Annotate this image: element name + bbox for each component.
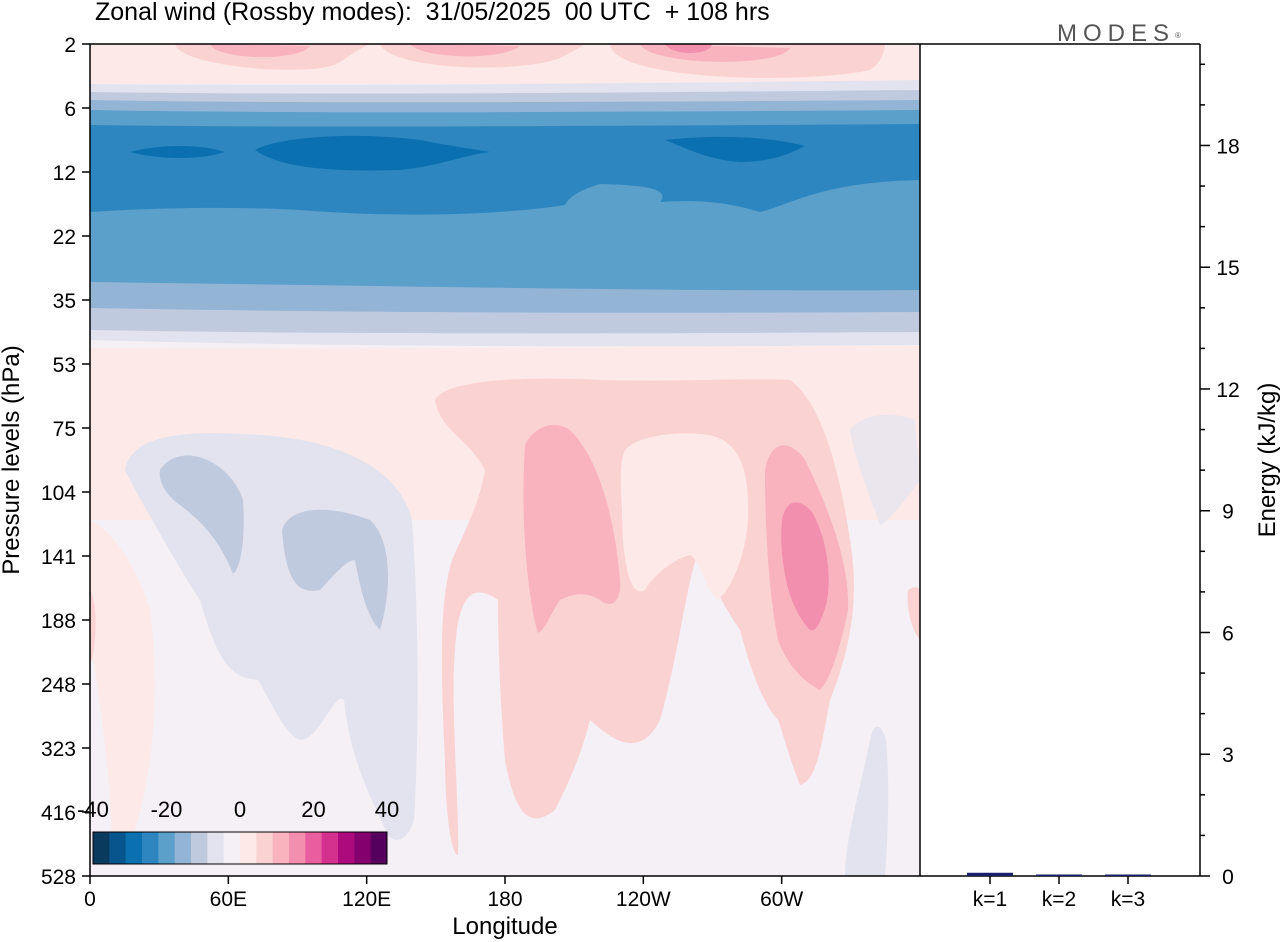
colorbar-tick-label: 40 xyxy=(375,797,399,822)
brand-logo: MODES® xyxy=(1057,20,1181,48)
contour-jet-core-2 xyxy=(255,135,490,171)
energy-axis-label: Energy (kJ/kg) xyxy=(1254,383,1280,538)
x-tick-label: 0 xyxy=(84,888,96,911)
colorbar-cell xyxy=(191,832,208,864)
colorbar-cell xyxy=(125,832,143,864)
contour-positive-mid-1 xyxy=(523,425,621,633)
colorbar-tick-label: 0 xyxy=(234,797,246,822)
colorbar-cell xyxy=(289,832,306,864)
colorbar-cell xyxy=(272,832,290,864)
colorbar-tick-label: -20 xyxy=(151,797,183,822)
energy-bar xyxy=(1036,874,1082,876)
energy-y-tick-label: 18 xyxy=(1216,135,1239,158)
colorbar-tick-label: -40 xyxy=(77,797,109,822)
colorbar-cell xyxy=(354,832,372,864)
energy-x-tick-label: k=1 xyxy=(973,888,1007,911)
y-axis: 2 6 12 22 35 53 75 104 141 188 248 323 416 528 xyxy=(41,34,90,889)
energy-y-tick-label: 0 xyxy=(1222,866,1234,889)
contour-top-pink-2 xyxy=(210,44,310,58)
colorbar-cell xyxy=(142,832,159,864)
y-tick-label: 53 xyxy=(53,354,76,377)
colorbar: -40 -20 0 20 40 xyxy=(77,797,399,865)
colorbar-cell xyxy=(321,832,339,864)
x-tick-label: 120W xyxy=(616,888,671,911)
colorbar-frame xyxy=(92,831,388,865)
colorbar-cell xyxy=(370,832,388,864)
energy-bars xyxy=(967,872,1151,876)
contour-positive-white-gap xyxy=(620,433,749,600)
y-tick-label: 22 xyxy=(53,226,76,249)
colorbar-cells xyxy=(93,832,388,864)
x-axis: 0 60E 120E 180 120W 60W xyxy=(84,876,803,911)
colorbar-cell xyxy=(256,832,274,864)
y-tick-label: 104 xyxy=(41,482,76,505)
y-tick-label: 12 xyxy=(53,162,76,185)
y-tick-label: 248 xyxy=(41,674,76,697)
energy-y-tick-label: 9 xyxy=(1222,501,1234,524)
y-tick-label: 6 xyxy=(64,98,76,121)
x-axis-label: Longitude xyxy=(452,913,557,940)
colorbar-cell xyxy=(174,832,192,864)
x-tick-label: 60W xyxy=(760,888,803,911)
y-tick-label: 35 xyxy=(53,290,76,313)
energy-y-tick-label: 3 xyxy=(1222,744,1234,767)
contour-left-pink-strip xyxy=(90,520,155,846)
colorbar-cell xyxy=(109,832,127,864)
energy-x-axis: k=1 k=2 k=3 xyxy=(973,876,1145,911)
x-tick-label: 180 xyxy=(487,888,522,911)
y-axis-label: Pressure levels (hPa) xyxy=(0,345,25,574)
contour-negative-core-2 xyxy=(282,509,389,630)
y-tick-label: 416 xyxy=(41,802,76,825)
y-tick-label: 75 xyxy=(53,418,76,441)
contour-top-pink-4 xyxy=(410,44,520,57)
energy-y-axis: 0 3 6 9 12 15 18 xyxy=(1200,63,1240,889)
y-tick-label: 323 xyxy=(41,738,76,761)
y-tick-label: 2 xyxy=(64,34,76,57)
brand-logo-text: MODES xyxy=(1057,20,1176,47)
x-tick-label: 120E xyxy=(342,888,391,911)
colorbar-cell xyxy=(158,832,176,864)
contour-left-pink-edge xyxy=(90,590,96,662)
energy-bar-panel: 0 3 6 9 12 15 18 k=1 k=2 k=3 Energy (kJ/kg) xyxy=(920,43,1280,911)
energy-y-tick-label: 6 xyxy=(1222,622,1234,645)
y-tick-label: 188 xyxy=(41,610,76,633)
colorbar-tick-label: 20 xyxy=(301,797,325,822)
brand-registered-mark: ® xyxy=(1175,31,1181,40)
colorbar-cell xyxy=(240,832,257,864)
cross-section-plot: 2 6 12 22 35 53 75 104 141 188 248 323 416 528 0 60E 12… xyxy=(0,34,921,940)
contour-right-lilac xyxy=(850,414,920,525)
energy-y-tick-label: 15 xyxy=(1216,257,1239,280)
contour-right-pink-edge xyxy=(907,587,920,640)
contour-jet-core-3 xyxy=(665,136,805,162)
y-tick-label: 528 xyxy=(41,866,76,889)
colorbar-cell xyxy=(223,832,241,864)
contour-fill-layer xyxy=(90,44,920,876)
colorbar-labels: -40 -20 0 20 40 xyxy=(77,797,399,822)
energy-bar xyxy=(1105,874,1151,876)
colorbar-cell xyxy=(305,832,323,864)
colorbar-cell xyxy=(93,832,110,864)
colorbar-cell xyxy=(207,832,225,864)
contour-bottom-lilac xyxy=(845,726,889,876)
contour-top-pink-7 xyxy=(665,44,712,53)
energy-y-tick-label: 12 xyxy=(1216,379,1239,402)
energy-x-tick-label: k=3 xyxy=(1111,888,1145,911)
contour-jet-core-1 xyxy=(130,146,225,158)
chart-title: Zonal wind (Rossby modes): 31/05/2025 00… xyxy=(95,0,770,26)
energy-x-tick-label: k=2 xyxy=(1042,888,1076,911)
y-tick-label: 141 xyxy=(41,546,76,569)
contour-positive-core xyxy=(781,502,829,631)
contour-negative-core-1 xyxy=(159,455,244,574)
x-tick-label: 60E xyxy=(210,888,247,911)
colorbar-cell xyxy=(338,832,355,864)
energy-bar xyxy=(967,872,1013,876)
